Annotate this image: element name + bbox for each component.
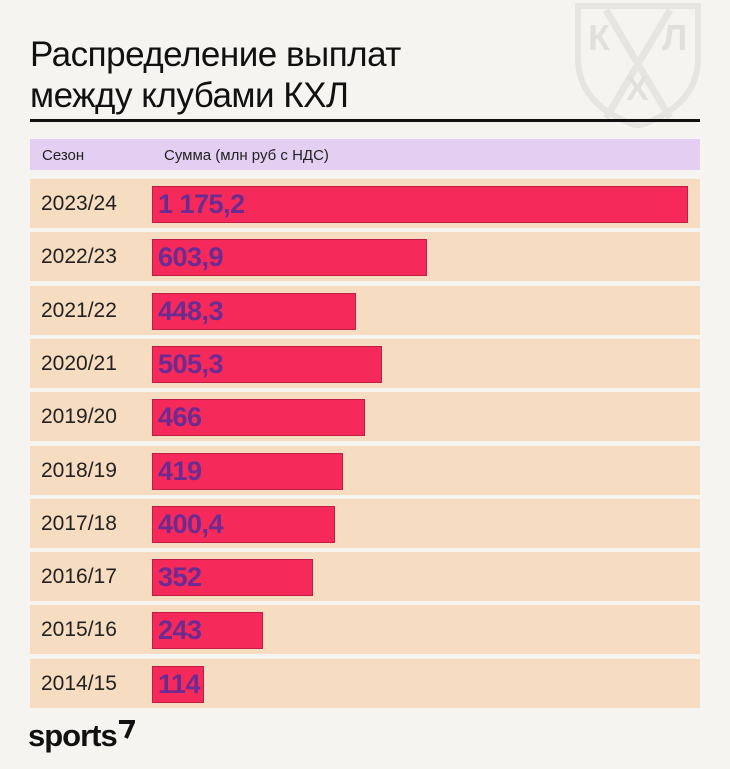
bar-row: 2015/16 243	[30, 605, 700, 654]
bar	[152, 399, 365, 436]
bar	[152, 666, 204, 703]
bar	[152, 612, 263, 649]
brand-logo: sports	[28, 718, 135, 754]
brand-tick-icon	[118, 720, 135, 739]
bar-row: 2016/17 352	[30, 552, 700, 601]
bar-row: 2018/19 419	[30, 446, 700, 495]
category-label: 2022/23	[41, 245, 117, 268]
data-label: 603,9	[158, 242, 224, 272]
category-label: 2017/18	[41, 512, 117, 535]
data-label: 352	[158, 562, 202, 592]
logo-letter-k: К	[588, 17, 611, 58]
bar	[152, 506, 335, 543]
data-label: 466	[158, 402, 202, 432]
khl-logo-icon: К Л Х	[575, 3, 701, 128]
data-label: 1 175,2	[158, 189, 245, 219]
bar	[152, 453, 343, 490]
data-label: 448,3	[158, 296, 224, 326]
bar	[152, 239, 427, 276]
bar-row: 2023/24 1 175,2	[30, 179, 700, 228]
category-label: 2014/15	[41, 672, 117, 695]
category-label: 2020/21	[41, 352, 117, 375]
category-label: 2018/19	[41, 459, 117, 482]
data-label: 400,4	[158, 509, 224, 539]
data-label: 505,3	[158, 349, 224, 379]
bar-row: 2020/21 505,3	[30, 339, 700, 388]
logo-letter-l: Л	[662, 17, 687, 58]
chart-title-line-1: Распределение выплат	[30, 35, 401, 74]
data-label: 419	[158, 456, 202, 486]
category-label: 2023/24	[41, 192, 117, 215]
bar-row: 2017/18 400,4	[30, 499, 700, 548]
bar	[152, 186, 688, 223]
bar-row: 2014/15 114	[30, 659, 700, 708]
data-label: 243	[158, 615, 202, 645]
data-label: 114	[158, 669, 201, 699]
bar-row: 2019/20 466	[30, 392, 700, 441]
bar	[152, 559, 313, 596]
bar	[152, 346, 382, 383]
brand-text: sports	[28, 718, 118, 753]
category-label: 2015/16	[41, 618, 117, 641]
bar	[152, 293, 356, 330]
logo-letter-h: Х	[626, 70, 649, 108]
table-header: Сезон Сумма (млн руб с НДС)	[30, 139, 700, 170]
bar-row: 2021/22 448,3	[30, 286, 700, 335]
bar-row: 2022/23 603,9	[30, 232, 700, 281]
header-sum: Сумма (млн руб с НДС)	[164, 147, 329, 164]
category-label: 2019/20	[41, 405, 117, 428]
header-season: Сезон	[42, 147, 85, 164]
category-label: 2021/22	[41, 299, 117, 322]
category-label: 2016/17	[41, 565, 117, 588]
title-divider	[30, 119, 700, 122]
chart-title: Распределение выплат между клубами КХЛ	[30, 34, 550, 116]
chart-title-line-2: между клубами КХЛ	[30, 76, 349, 115]
